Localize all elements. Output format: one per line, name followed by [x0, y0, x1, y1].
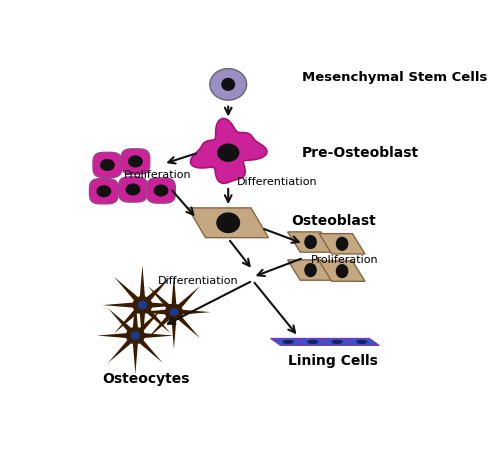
Polygon shape — [140, 303, 170, 334]
Polygon shape — [172, 310, 200, 338]
Polygon shape — [90, 179, 118, 204]
Polygon shape — [148, 286, 176, 314]
Polygon shape — [132, 297, 138, 336]
Polygon shape — [171, 275, 177, 312]
Text: Proliferation: Proliferation — [124, 171, 192, 181]
Ellipse shape — [332, 340, 343, 344]
Text: Differentiation: Differentiation — [158, 276, 239, 286]
Ellipse shape — [304, 235, 317, 249]
Ellipse shape — [210, 69, 246, 100]
Ellipse shape — [96, 185, 112, 197]
Polygon shape — [114, 303, 144, 334]
Text: Pre-Osteoblast: Pre-Osteoblast — [302, 146, 419, 160]
Polygon shape — [133, 334, 162, 363]
Ellipse shape — [336, 237, 348, 251]
Polygon shape — [137, 309, 174, 315]
Polygon shape — [319, 261, 365, 281]
Ellipse shape — [221, 78, 235, 91]
Polygon shape — [93, 152, 122, 177]
Polygon shape — [133, 308, 162, 338]
Text: Mesenchymal Stem Cells: Mesenchymal Stem Cells — [302, 71, 487, 84]
Ellipse shape — [130, 331, 140, 340]
Polygon shape — [139, 305, 145, 345]
Ellipse shape — [154, 184, 168, 197]
Text: Osteocytes: Osteocytes — [102, 372, 190, 386]
Ellipse shape — [100, 159, 115, 171]
Polygon shape — [172, 286, 200, 314]
Ellipse shape — [356, 340, 368, 344]
Polygon shape — [288, 260, 334, 280]
Ellipse shape — [307, 340, 318, 344]
Polygon shape — [118, 177, 148, 202]
Polygon shape — [148, 310, 176, 338]
Polygon shape — [288, 232, 334, 252]
Text: Differentiation: Differentiation — [237, 177, 318, 187]
Polygon shape — [132, 336, 138, 374]
Polygon shape — [140, 277, 170, 308]
Ellipse shape — [170, 308, 178, 316]
Polygon shape — [188, 208, 268, 238]
Ellipse shape — [282, 340, 294, 344]
Text: Osteoblast: Osteoblast — [292, 214, 376, 228]
Ellipse shape — [336, 264, 348, 278]
Polygon shape — [121, 149, 150, 174]
Ellipse shape — [304, 263, 317, 277]
Polygon shape — [344, 339, 379, 345]
Polygon shape — [139, 265, 145, 305]
Polygon shape — [190, 118, 267, 183]
Polygon shape — [146, 178, 176, 203]
Text: Proliferation: Proliferation — [310, 254, 378, 264]
Polygon shape — [171, 312, 177, 349]
Ellipse shape — [217, 143, 240, 162]
Ellipse shape — [126, 183, 140, 196]
Ellipse shape — [164, 303, 183, 320]
Polygon shape — [270, 339, 306, 345]
Polygon shape — [174, 309, 211, 315]
Ellipse shape — [216, 212, 240, 233]
Polygon shape — [142, 302, 182, 308]
Polygon shape — [114, 277, 144, 308]
Polygon shape — [108, 308, 138, 338]
Ellipse shape — [126, 327, 145, 344]
Polygon shape — [295, 339, 330, 345]
Polygon shape — [136, 333, 174, 339]
Polygon shape — [102, 302, 142, 308]
Ellipse shape — [138, 301, 147, 309]
Ellipse shape — [128, 156, 143, 167]
Polygon shape — [97, 333, 136, 339]
Ellipse shape — [132, 296, 152, 314]
Polygon shape — [108, 334, 138, 363]
Polygon shape — [320, 339, 354, 345]
Text: Lining Cells: Lining Cells — [288, 354, 378, 368]
Polygon shape — [319, 233, 365, 254]
